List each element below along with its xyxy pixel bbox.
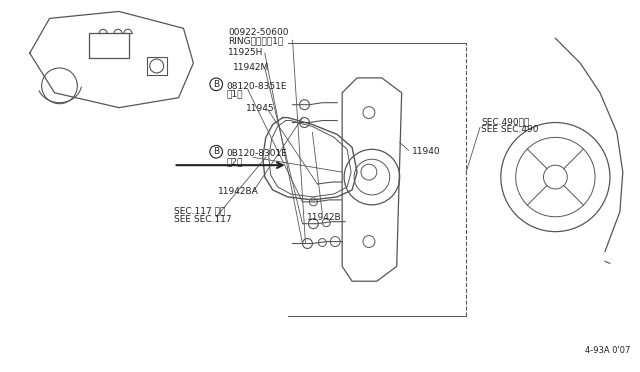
Text: 11925H: 11925H xyxy=(228,48,264,57)
Text: SEC.490参照: SEC.490参照 xyxy=(481,118,529,126)
Text: SEC.117 参照: SEC.117 参照 xyxy=(173,207,225,216)
Text: 0B120-8301E: 0B120-8301E xyxy=(226,149,287,158)
Text: 11945: 11945 xyxy=(246,104,275,113)
Text: 08120-8351E: 08120-8351E xyxy=(226,82,287,91)
Text: ＜2＞: ＜2＞ xyxy=(226,157,243,166)
Text: ＜1＞: ＜1＞ xyxy=(226,90,243,99)
Text: RINGリング＜1＞: RINGリング＜1＞ xyxy=(228,36,284,45)
Text: 11942BA: 11942BA xyxy=(218,187,259,196)
Text: SEE SEC.117: SEE SEC.117 xyxy=(173,215,231,224)
Text: 11942M: 11942M xyxy=(233,63,269,72)
Text: 4-93A 0'07: 4-93A 0'07 xyxy=(585,346,630,355)
Text: SEE SEC.490: SEE SEC.490 xyxy=(481,125,538,134)
Text: 11940: 11940 xyxy=(412,147,440,156)
Text: B: B xyxy=(213,80,220,89)
Text: 00922-50600: 00922-50600 xyxy=(228,28,289,37)
Text: B: B xyxy=(213,147,220,156)
Text: 11942B: 11942B xyxy=(307,213,342,222)
